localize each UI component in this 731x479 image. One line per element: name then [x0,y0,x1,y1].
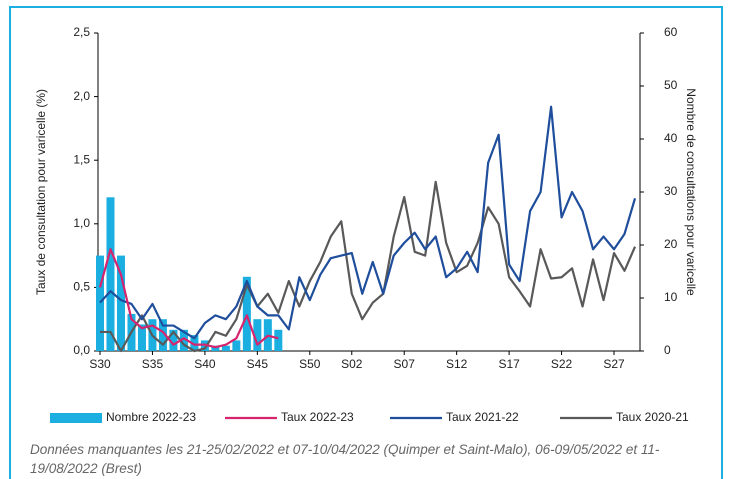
x-tick-label: S12 [446,357,468,371]
x-tick-label: S30 [89,357,111,371]
y2-tick-label: 30 [664,184,678,198]
legend-label: Nombre 2022-23 [106,410,196,424]
bar [96,255,104,351]
y2-tick-label: 20 [664,237,678,251]
line [100,180,637,353]
x-tick-label: S35 [142,357,164,371]
x-tick-label: S45 [247,357,269,371]
x-tick-label: S17 [498,357,520,371]
y-tick-label: 1,0 [73,216,90,230]
bar [274,329,283,351]
x-tick-label: S50 [299,357,321,371]
y-tick-label: 0,0 [73,343,90,357]
y-tick-label: 1,5 [73,152,90,166]
y2-axis-title: Nombre de consultations pour varicelle [684,88,698,296]
bar [221,345,230,351]
bar [190,335,199,351]
legend-label: Taux 2022-23 [281,410,354,424]
bar [179,329,188,351]
x-tick-label: S27 [603,357,625,371]
y-tick-label: 0,5 [73,280,90,294]
x-tick-label: S02 [341,357,363,371]
y-axis-title: Taux de consultation pour varicelle (%) [34,89,48,295]
bar [158,319,167,351]
line [98,248,279,349]
bar [253,319,262,351]
x-tick-label: S40 [194,357,216,371]
bar [211,345,220,351]
bar [242,276,251,351]
legend-swatch [50,413,102,423]
frame [9,6,723,479]
bar [106,197,115,351]
x-tick-label: S07 [394,357,416,371]
y2-tick-label: 60 [664,25,678,39]
bar [137,324,146,351]
y2-tick-label: 0 [664,343,671,357]
y2-tick-label: 50 [664,78,678,92]
line [99,105,637,340]
bar [232,340,241,351]
legend-label: Taux 2021-22 [446,410,519,424]
legend-label: Taux 2020-21 [616,410,689,424]
x-tick-label: S22 [551,357,573,371]
bar [169,329,178,351]
bar [116,255,125,351]
y-tick-label: 2,0 [73,89,90,103]
y2-tick-label: 10 [664,290,678,304]
y-tick-label: 2,5 [73,25,90,39]
y2-tick-label: 40 [664,131,678,145]
footnote: Données manquantes les 21-25/02/2022 et … [30,442,660,476]
